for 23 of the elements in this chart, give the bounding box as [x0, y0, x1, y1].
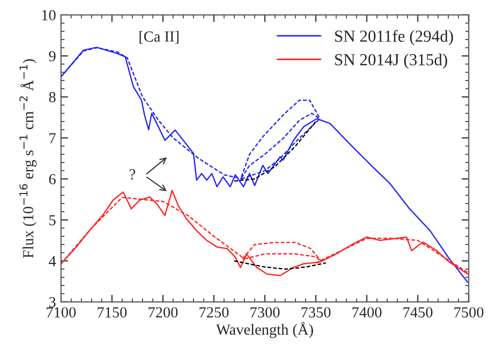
y-tick-label: 5 [49, 215, 56, 226]
x-tick-label: 7200 [148, 307, 178, 318]
x-tick-label: 7150 [98, 307, 127, 318]
x-tick-label: 7350 [302, 307, 331, 318]
annotation: ? [130, 169, 136, 180]
x-tick-label: 7500 [454, 307, 484, 318]
y-tick-label: 3 [49, 297, 56, 308]
y-tick-label: 7 [50, 133, 56, 144]
y-tick-label: 9 [49, 51, 56, 62]
x-axis-title: Wavelength (Å) [216, 322, 313, 338]
legend-label: SN 2011fe (294d) [335, 30, 453, 46]
y-tick-label: 10 [42, 10, 56, 20]
y-tick-label: 8 [49, 92, 56, 102]
x-tick-label: 7100 [46, 307, 76, 318]
legend-label: SN 2014J (315d) [335, 54, 448, 69]
x-tick-label: 7400 [352, 307, 382, 318]
x-tick-label: 7450 [403, 307, 432, 318]
y-tick-label: 6 [49, 174, 56, 184]
x-tick-label: 7300 [250, 307, 280, 318]
text: Flux (10$^{−16}$ erg s$^{−1}$ cm$^{−2}$ Å$^{−1}$) [19, 59, 37, 258]
annotation: [Ca II] [140, 30, 178, 44]
y-tick-label: 4 [48, 256, 56, 266]
x-tick-label: 7250 [200, 307, 229, 318]
